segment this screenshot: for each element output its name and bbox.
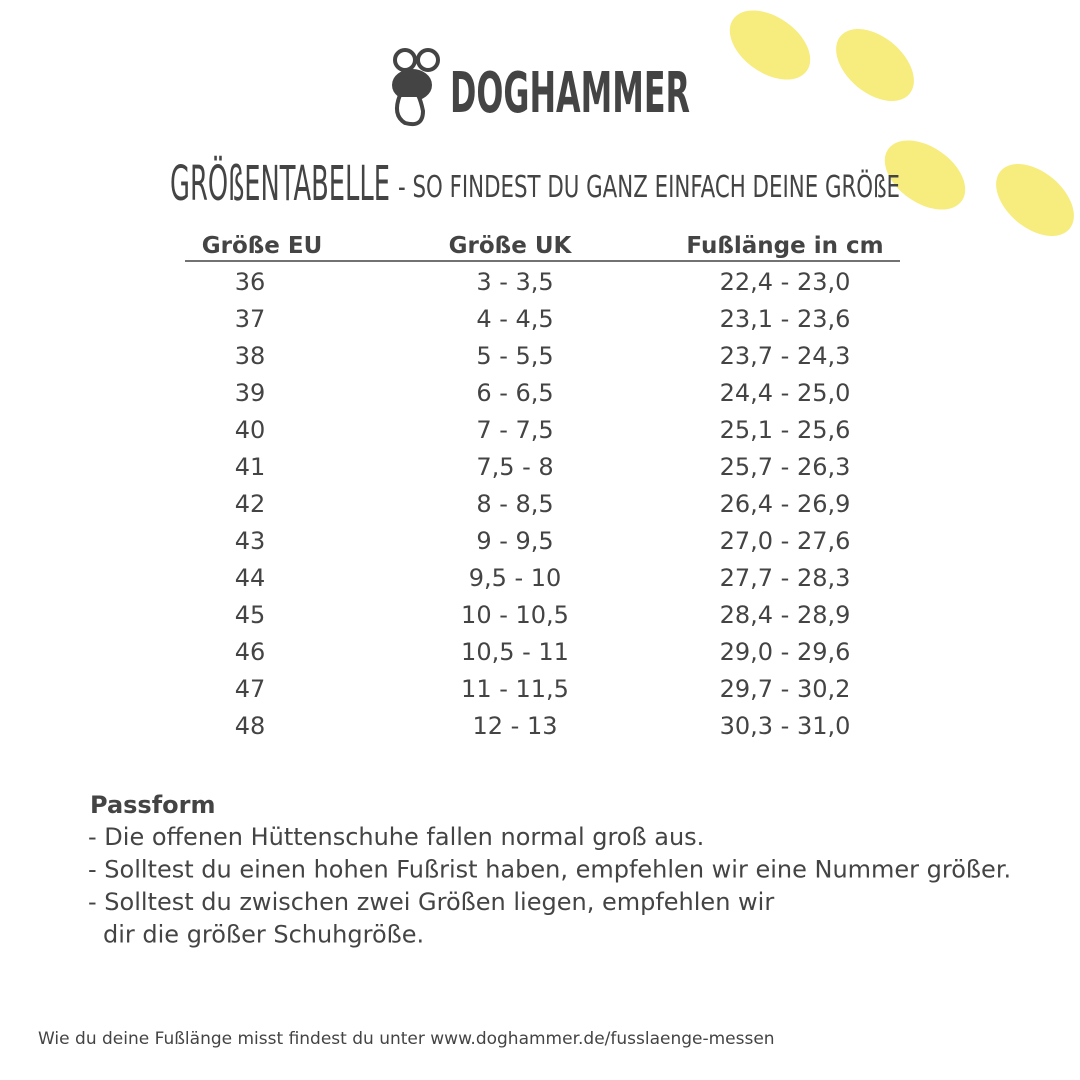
table-cell: 25,1 - 25,6 — [720, 416, 851, 444]
table-cell: 12 - 13 — [473, 712, 558, 740]
subtitle: - SO FINDEST DU GANZ EINFACH DEINE GRÖßE — [398, 169, 900, 205]
table-cell: 44 — [235, 564, 266, 592]
logo-icon — [392, 48, 440, 127]
table-cell: 41 — [235, 453, 266, 481]
table-cell: 25,7 - 26,3 — [720, 453, 851, 481]
table-cell: 6 - 6,5 — [476, 379, 553, 407]
fit-line: dir die größer Schuhgröße. — [103, 921, 424, 949]
table-cell: 38 — [235, 342, 266, 370]
table-cell: 29,7 - 30,2 — [720, 675, 851, 703]
table-cell: 3 - 3,5 — [476, 268, 553, 296]
table-cell: 26,4 - 26,9 — [720, 490, 851, 518]
table-cell: 24,4 - 25,0 — [720, 379, 851, 407]
table-cell: 45 — [235, 601, 266, 629]
size-table: Größe EU Größe UK Fußlänge in cm 36 3 - 3,5 2… — [202, 233, 884, 740]
fit-line: - Solltest du zwischen zwei Größen liege… — [88, 888, 774, 916]
table-cell: 9 - 9,5 — [476, 527, 553, 555]
table-cell: 4 - 4,5 — [476, 305, 553, 333]
table-cell: 43 — [235, 527, 266, 555]
table-cell: 8 - 8,5 — [476, 490, 553, 518]
table-cell: 5 - 5,5 — [476, 342, 553, 370]
table-cell: 27,0 - 27,6 — [720, 527, 851, 555]
fit-line: - Solltest du einen hohen Fußrist haben,… — [88, 856, 1011, 884]
fit-heading: Passform — [90, 791, 215, 819]
footer: Wie du deine Fußlänge misst findest du u… — [38, 1029, 775, 1049]
table-cell: 30,3 - 31,0 — [720, 712, 851, 740]
title: GRÖßENTABELLE — [170, 156, 390, 212]
logo-text: DOGHAMMER — [450, 61, 690, 126]
table-cell: 40 — [235, 416, 266, 444]
table-cell: 23,1 - 23,6 — [720, 305, 851, 333]
table-cell: 36 — [235, 268, 266, 296]
table-cell: 37 — [235, 305, 266, 333]
table-cell: 7,5 - 8 — [476, 453, 553, 481]
table-cell: 47 — [235, 675, 266, 703]
table-cell: 9,5 - 10 — [469, 564, 562, 592]
table-cell: 23,7 - 24,3 — [720, 342, 851, 370]
table-cell: 39 — [235, 379, 266, 407]
fit-line: - Die offenen Hüttenschuhe fallen normal… — [88, 823, 704, 851]
column-header: Fußlänge in cm — [686, 233, 883, 259]
table-cell: 28,4 - 28,9 — [720, 601, 851, 629]
footprints — [729, 10, 1074, 237]
column-header: Größe EU — [202, 233, 323, 259]
fit-notes: - Die offenen Hüttenschuhe fallen normal… — [88, 823, 1011, 949]
table-cell: 22,4 - 23,0 — [720, 268, 851, 296]
table-cell: 7 - 7,5 — [476, 416, 553, 444]
table-cell: 27,7 - 28,3 — [720, 564, 851, 592]
table-cell: 29,0 - 29,6 — [720, 638, 851, 666]
table-cell: 10 - 10,5 — [461, 601, 569, 629]
table-cell: 46 — [235, 638, 266, 666]
column-header: Größe UK — [449, 233, 573, 259]
table-cell: 48 — [235, 712, 266, 740]
table-cell: 11 - 11,5 — [461, 675, 569, 703]
table-cell: 42 — [235, 490, 266, 518]
table-cell: 10,5 - 11 — [461, 638, 569, 666]
